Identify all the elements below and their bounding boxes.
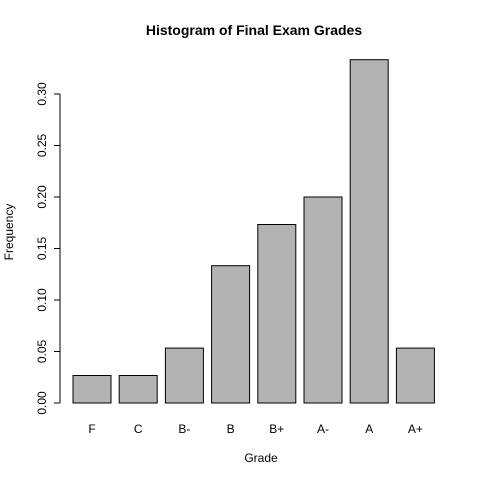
y-tick-label: 0.05 — [35, 339, 49, 363]
x-tick-label: C — [134, 422, 143, 436]
bar — [395, 347, 435, 404]
bar — [257, 224, 297, 404]
y-tick-label: 0.15 — [35, 236, 49, 260]
bar — [211, 265, 251, 404]
x-tick-label: A+ — [408, 422, 423, 436]
y-tick-label: 0.30 — [35, 82, 49, 106]
x-tick-label: A — [365, 422, 373, 436]
bar — [349, 59, 389, 404]
x-axis-label: Grade — [244, 451, 278, 465]
x-tick-label: B- — [178, 422, 190, 436]
bar — [164, 347, 204, 404]
x-tick-label: F — [88, 422, 95, 436]
chart-title: Histogram of Final Exam Grades — [146, 22, 362, 38]
bar — [118, 374, 158, 404]
y-tick-label: 0.25 — [35, 133, 49, 157]
y-tick-label: 0.20 — [35, 185, 49, 209]
y-tick-label: 0.10 — [35, 288, 49, 312]
y-axis-label: Frequency — [2, 204, 16, 261]
x-tick-label: B — [227, 422, 235, 436]
x-tick-label: A- — [317, 422, 329, 436]
bar — [303, 196, 343, 404]
x-tick-label: B+ — [269, 422, 284, 436]
bar — [72, 374, 112, 404]
y-tick-label: 0.00 — [35, 391, 49, 415]
